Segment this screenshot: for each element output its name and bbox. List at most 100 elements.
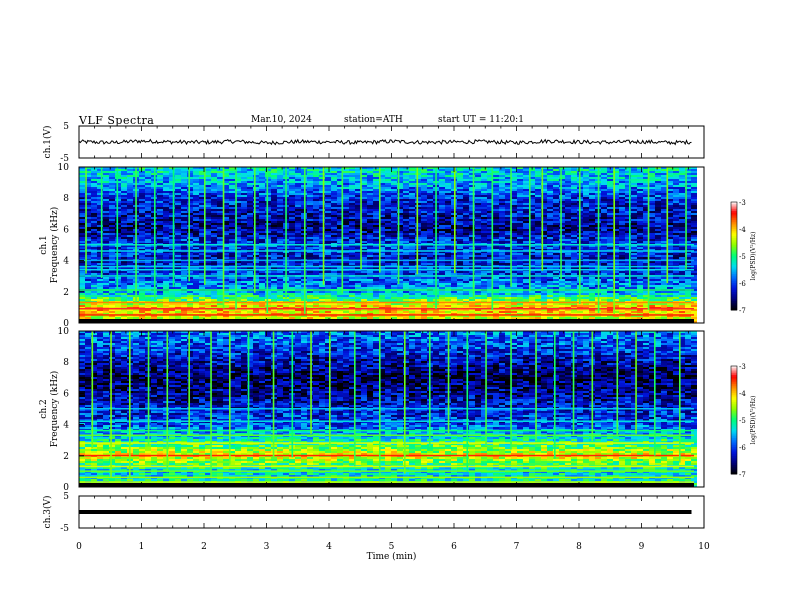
ch1-spectrogram-cell	[331, 263, 337, 265]
ch1-spectrogram-cell	[217, 235, 223, 237]
ch1-spectrogram-cell	[565, 241, 571, 243]
ch1-spectrogram-cell	[559, 237, 565, 239]
ch1-spectrogram-cell	[691, 283, 697, 285]
ch1-spectrogram-cell	[451, 291, 457, 293]
ch1-spectrogram-cell	[391, 285, 397, 287]
ch1-waveform-ytick: 5	[63, 122, 69, 132]
ch1-spectrogram-cell	[541, 255, 547, 257]
ch1-spectrogram-cell	[211, 283, 217, 285]
ch1-spectrogram-cell	[565, 237, 571, 239]
ch1-spectrogram-cell	[613, 281, 619, 283]
ch1-spectrogram-cell	[325, 237, 331, 239]
ch1-spectrogram-cell	[355, 309, 361, 311]
ch1-spectrogram-cell	[439, 295, 445, 297]
ch1-spectrogram-cell	[169, 229, 175, 231]
ch1-spectrogram-cell	[187, 239, 193, 241]
ch1-spectrogram-cell	[505, 313, 511, 315]
ch1-spectrogram-cell	[667, 245, 673, 247]
ch1-spectrogram-cell	[337, 257, 343, 259]
ch1-spectrogram-cell	[649, 237, 655, 239]
ch1-spectrogram-cell	[403, 279, 409, 281]
ch1-spectrogram-cell	[139, 245, 145, 247]
ch1-spectrogram-cell	[307, 253, 313, 255]
ch1-spectrogram-cell	[517, 263, 523, 265]
ch1-spectrogram-cell	[313, 277, 319, 279]
ch1-spectrogram-cell	[193, 281, 199, 283]
ch1-spectrogram-cell	[535, 227, 541, 229]
ch1-spectrogram-cell	[337, 315, 343, 317]
ch1-spectrogram-cell	[217, 291, 223, 293]
ch1-spectrogram-cell	[313, 311, 319, 313]
ch1-spectrogram-cell	[535, 299, 541, 301]
ch1-spectrogram-cell	[397, 295, 403, 297]
ch1-spectrogram-cell	[679, 255, 685, 257]
ch1-spectrogram-cell	[541, 313, 547, 315]
ch1-spectrogram-cell	[85, 277, 91, 279]
ch1-spectrogram-cell	[667, 281, 673, 283]
ch1-spectrogram-cell	[217, 237, 223, 239]
ch1-spectrogram-cell	[475, 251, 481, 253]
ch1-spectrogram-cell	[343, 305, 349, 307]
ch1-spectrogram-cell	[673, 273, 679, 275]
ch1-spectrogram-cell	[481, 305, 487, 307]
ch1-spectrogram-cell	[631, 239, 637, 241]
ch1-spectrogram-cell	[685, 245, 691, 247]
ch1-spectrogram-cell	[127, 295, 133, 297]
ch1-spectrogram-cell	[457, 267, 463, 269]
ch1-spectrogram-cell	[175, 299, 181, 301]
ch1-spectrogram-cell	[97, 225, 103, 227]
ch1-spectrogram-cell	[499, 255, 505, 257]
ch1-spectrogram-cell	[79, 263, 85, 265]
ch1-spectrogram-cell	[145, 305, 151, 307]
ch1-spectrogram-cell	[229, 253, 235, 255]
ch1-spectrogram-cell	[289, 263, 295, 265]
ch1-spectrogram-cell	[247, 241, 253, 243]
ch1-spectrogram-cell	[643, 315, 649, 317]
ch1-spectrogram-cell	[319, 283, 325, 285]
ch1-spectrogram-cell	[421, 267, 427, 269]
ch1-spectrogram-cell	[571, 291, 577, 293]
ch1-spectrogram-cell	[127, 233, 133, 235]
ch1-spectrogram-cell	[529, 277, 535, 279]
ch1-spectrogram-cell	[589, 277, 595, 279]
ch1-spectrogram-cell	[181, 313, 187, 315]
ch1-spectrogram-cell	[127, 283, 133, 285]
ch1-spectrogram-cell	[457, 263, 463, 265]
ch1-spectrogram-cell	[643, 281, 649, 283]
ch1-spectrogram-cell	[235, 233, 241, 235]
ch1-spectrogram-cell	[79, 285, 85, 287]
ch1-spectrogram-cell	[601, 291, 607, 293]
ch1-spectrogram-cell	[259, 287, 265, 289]
ch1-spectrogram-cell	[253, 291, 259, 293]
ch1-spectrogram-cell	[121, 261, 127, 263]
ch1-spectrogram-cell	[223, 267, 229, 269]
ch1-spectrogram-cell	[421, 263, 427, 265]
ch1-spectrogram-cell	[511, 291, 517, 293]
ch1-spectrogram-cell	[259, 273, 265, 275]
ch1-spectrogram-cell	[523, 247, 529, 249]
ch1-spectrogram-cell	[403, 277, 409, 279]
ch1-spectrogram-cell	[655, 315, 661, 317]
ch1-spectrogram-cell	[619, 273, 625, 275]
ch1-spectrogram-cell	[451, 293, 457, 295]
ch1-spectrogram-cell	[559, 251, 565, 253]
ch1-spectrogram-cell	[667, 235, 673, 237]
ch1-spectrogram-cell	[157, 299, 163, 301]
ch1-spectrogram-cell	[331, 227, 337, 229]
ch1-spectrogram-cell	[103, 287, 109, 289]
ch1-spectrogram-cell	[601, 317, 607, 319]
ch1-spectrogram-cell	[259, 257, 265, 259]
ch1-spectrogram-cell	[175, 263, 181, 265]
ch1-spectrogram-cell	[247, 287, 253, 289]
ch1-spectrogram-cell	[685, 241, 691, 243]
ch3-waveform-ylabel: ch.3(V)	[42, 496, 53, 529]
ch1-spectrogram-cell	[361, 239, 367, 241]
ch1-spectrogram-cell	[655, 237, 661, 239]
ch1-spectrogram-cell	[187, 261, 193, 263]
ch1-spectrogram-cell	[535, 261, 541, 263]
ch1-spectrogram-cell	[397, 249, 403, 251]
ch1-spectrogram-cell	[523, 299, 529, 301]
ch1-spectrogram-cell	[157, 239, 163, 241]
ch1-spectrogram-cell	[271, 271, 277, 273]
ch1-spectrogram-cell	[145, 267, 151, 269]
